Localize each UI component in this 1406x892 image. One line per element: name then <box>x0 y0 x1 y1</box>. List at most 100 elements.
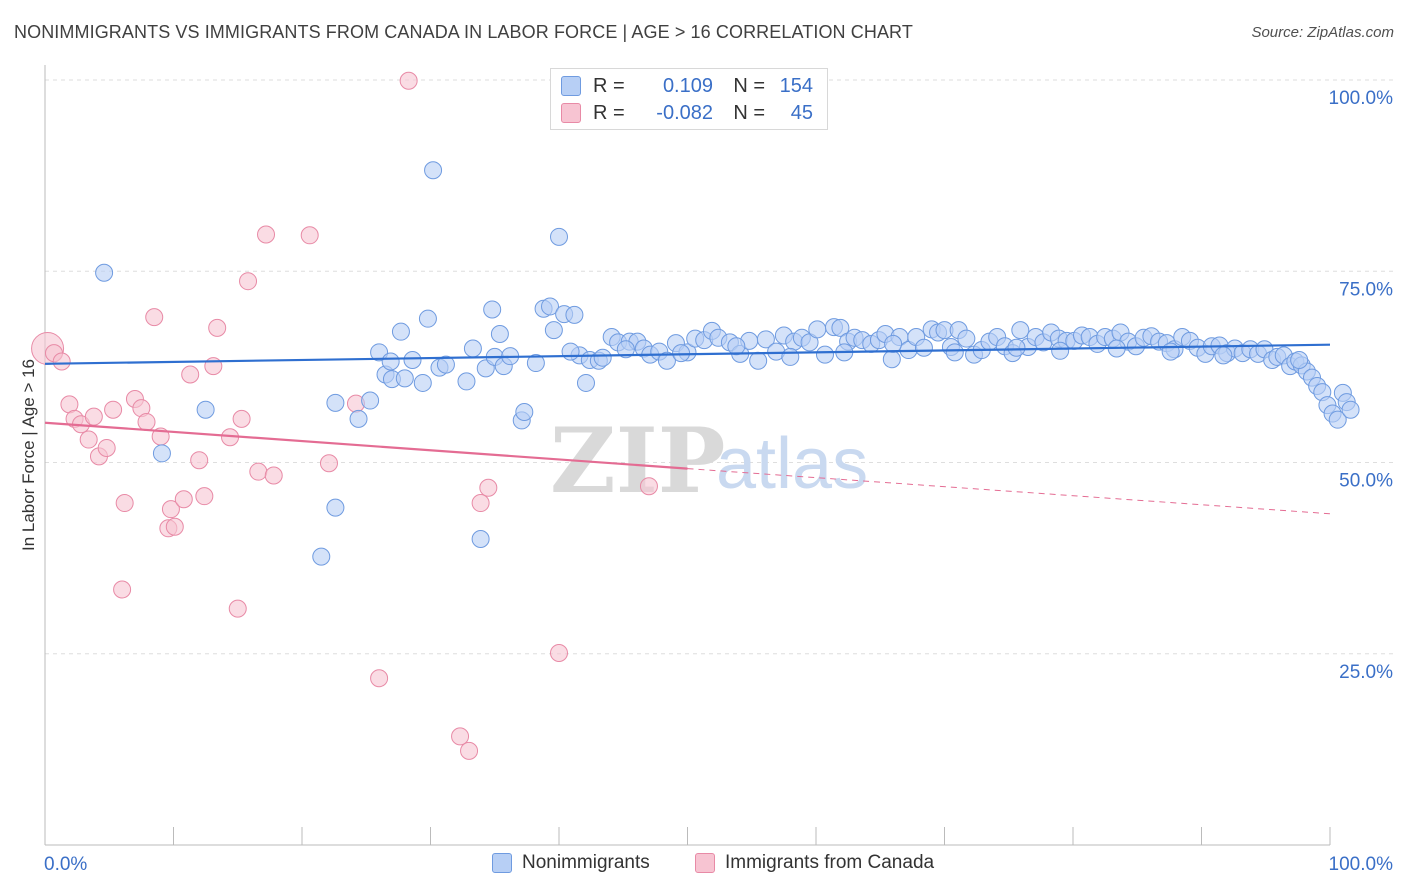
stats-r-value: -0.082 <box>656 101 713 124</box>
axes <box>44 65 1331 846</box>
data-point-nonimmigrants <box>349 409 368 428</box>
data-point-nonimmigrants <box>152 444 171 463</box>
data-point-nonimmigrants <box>463 339 482 358</box>
data-point-immigrants <box>451 727 470 746</box>
data-point-nonimmigrants <box>593 348 612 367</box>
data-point-nonimmigrants <box>490 324 509 343</box>
data-point-immigrants <box>471 494 490 513</box>
data-point-immigrants <box>79 430 98 449</box>
data-point-immigrants <box>460 741 479 760</box>
tick-labels: 25.0% 50.0% 75.0% 100.0% 0.0% 100.0% <box>44 88 1393 875</box>
data-point-nonimmigrants <box>196 400 215 419</box>
data-point-nonimmigrants <box>576 373 595 392</box>
y-tick-label: 50.0% <box>1339 471 1393 492</box>
watermark-atlas: atlas <box>716 424 868 504</box>
data-point-nonimmigrants <box>657 351 676 370</box>
data-point-nonimmigrants <box>565 305 584 324</box>
data-point-nonimmigrants <box>1214 346 1233 365</box>
stats-n-value: 154 <box>779 74 813 97</box>
data-point-nonimmigrants <box>436 355 455 374</box>
data-point-nonimmigrants <box>483 300 502 319</box>
stats-r-value: 0.109 <box>662 74 713 97</box>
trend-line-immigrants <box>44 421 688 470</box>
data-point-immigrants <box>399 71 418 90</box>
data-point-nonimmigrants <box>1011 321 1030 340</box>
y-tick-label: 25.0% <box>1339 662 1393 683</box>
data-point-immigrants <box>181 365 200 384</box>
trend-lines <box>44 343 1331 515</box>
data-point-immigrants <box>137 412 156 431</box>
x-tick-label: 0.0% <box>44 854 87 875</box>
data-point-immigrants <box>208 318 227 337</box>
data-point-nonimmigrants <box>882 350 901 369</box>
data-point-nonimmigrants <box>457 372 476 391</box>
data-point-nonimmigrants <box>957 329 976 348</box>
data-point-immigrants <box>115 494 134 513</box>
data-point-nonimmigrants <box>781 347 800 366</box>
data-point-nonimmigrants <box>1341 400 1360 419</box>
stats-row-immigrants: R = -0.082 N = 45 <box>561 100 813 126</box>
stats-n-value: 45 <box>790 101 813 124</box>
data-point-immigrants <box>161 500 180 519</box>
data-point-immigrants <box>232 409 251 428</box>
chart-title: NONIMMIGRANTS VS IMMIGRANTS FROM CANADA … <box>14 22 913 42</box>
data-point-nonimmigrants <box>1007 338 1026 357</box>
data-point-nonimmigrants <box>749 351 768 370</box>
bottom-legend: Nonimmigrants Immigrants from Canada <box>0 850 1406 880</box>
data-point-nonimmigrants <box>326 393 345 412</box>
data-point-nonimmigrants <box>413 373 432 392</box>
stats-swatch-blue <box>561 76 581 96</box>
data-point-immigrants <box>249 462 268 481</box>
data-point-nonimmigrants <box>1328 410 1347 429</box>
data-point-nonimmigrants <box>561 342 580 361</box>
data-point-immigrants <box>190 451 209 470</box>
data-point-nonimmigrants <box>95 263 114 282</box>
legend-label: Nonimmigrants <box>522 852 650 873</box>
x-tick-label: 100.0% <box>1329 854 1394 875</box>
stats-r-label: R = <box>593 74 625 97</box>
data-point-nonimmigrants <box>541 297 560 316</box>
stats-row-nonimmigrants: R = 0.109 N = 154 <box>561 73 813 99</box>
stats-n-label: N = <box>733 74 765 97</box>
y-axis-label: In Labor Force | Age > 16 <box>19 359 38 551</box>
data-point-nonimmigrants <box>884 334 903 353</box>
data-point-nonimmigrants <box>808 320 827 339</box>
stats-legend: R = 0.109 N = 154 R = -0.082 N = 45 <box>550 68 828 130</box>
data-point-nonimmigrants <box>403 350 422 369</box>
data-point-nonimmigrants <box>418 309 437 328</box>
y-tick-label: 100.0% <box>1329 88 1394 109</box>
data-point-immigrants <box>319 454 338 473</box>
data-point-nonimmigrants <box>395 369 414 388</box>
data-point-immigrants <box>370 669 389 688</box>
data-point-nonimmigrants <box>391 322 410 341</box>
data-point-nonimmigrants <box>424 161 443 180</box>
series-nonimmigrants <box>95 161 1360 566</box>
data-point-immigrants <box>300 226 319 245</box>
data-point-nonimmigrants <box>361 391 380 410</box>
data-point-nonimmigrants <box>727 337 746 356</box>
trend-line-immigrants-extension <box>687 468 1331 515</box>
data-point-immigrants <box>479 478 498 497</box>
data-point-nonimmigrants <box>914 338 933 357</box>
data-point-nonimmigrants <box>526 354 545 373</box>
data-point-nonimmigrants <box>515 403 534 422</box>
data-point-immigrants <box>228 599 247 618</box>
data-point-nonimmigrants <box>312 547 331 566</box>
data-point-nonimmigrants <box>616 340 635 359</box>
source-label: Source: ZipAtlas.com <box>1251 24 1394 41</box>
data-point-immigrants <box>145 308 164 327</box>
data-point-immigrants <box>165 517 184 536</box>
legend-swatch-pink <box>695 853 715 873</box>
data-point-immigrants <box>264 466 283 485</box>
data-point-immigrants <box>195 487 214 506</box>
watermark: ZIP atlas <box>550 408 868 514</box>
data-point-immigrants <box>113 580 132 599</box>
data-point-nonimmigrants <box>815 345 834 364</box>
data-point-nonimmigrants <box>381 352 400 371</box>
trend-line-nonimmigrants <box>44 343 1331 365</box>
data-point-nonimmigrants <box>672 344 691 363</box>
data-point-nonimmigrants <box>1051 341 1070 360</box>
data-point-nonimmigrants <box>471 530 490 548</box>
data-point-immigrants <box>257 225 276 244</box>
